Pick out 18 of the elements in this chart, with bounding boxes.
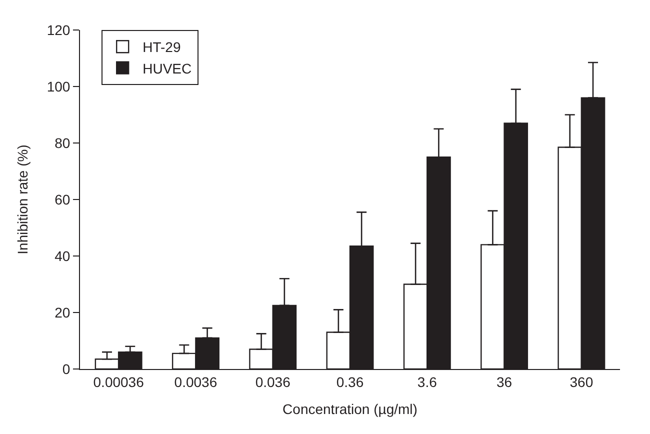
y-axis-title: Inhibition rate (%) (14, 144, 30, 254)
y-tick-label: 60 (54, 191, 70, 208)
x-axis-title: Concentration (µg/ml) (282, 401, 418, 418)
x-tick-label: 0.36 (336, 374, 364, 390)
y-tick-label: 20 (54, 304, 70, 320)
legend-label: HT-29 (142, 39, 181, 56)
y-tick-label: 40 (54, 248, 70, 264)
y-tick-label: 80 (54, 134, 70, 151)
y-tick-label: 120 (46, 22, 70, 38)
x-tick-label: 360 (570, 374, 594, 390)
legend-label: HUVEC (142, 60, 192, 76)
y-tick-label: 100 (46, 78, 70, 94)
x-tick-label: 36 (496, 374, 512, 390)
x-tick-label: 0.036 (255, 374, 291, 390)
y-tick-label: 0 (62, 360, 70, 377)
x-tick-label: 0.00036 (93, 374, 144, 390)
x-tick-label: 3.6 (417, 374, 438, 390)
x-tick-label: 0.0036 (174, 374, 218, 390)
